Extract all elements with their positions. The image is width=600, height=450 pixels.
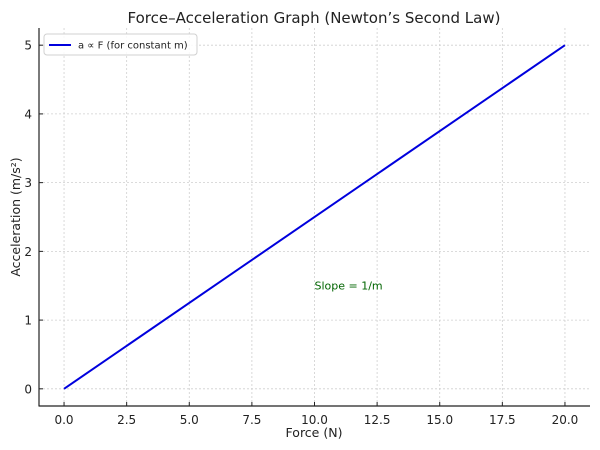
y-tick-label: 2 [24, 245, 32, 259]
x-axis-label: Force (N) [286, 425, 343, 440]
x-tick-label: 17.5 [489, 413, 516, 427]
series-line [63, 44, 566, 390]
x-tick-label: 20.0 [552, 413, 579, 427]
y-tick-label: 1 [24, 314, 32, 328]
y-tick-label: 0 [24, 382, 32, 396]
chart-title: Force–Acceleration Graph (Newton’s Secon… [128, 9, 501, 27]
y-axis-ticks: 0 1 2 3 4 5 [24, 39, 43, 396]
x-tick-label: 12.5 [364, 413, 391, 427]
x-tick-label: 7.5 [242, 413, 261, 427]
x-tick-label: 15.0 [426, 413, 453, 427]
y-tick-label: 5 [24, 39, 32, 53]
x-axis-ticks: 0.0 2.5 5.0 7.5 10.0 12.5 15.0 17.5 20.0 [54, 402, 578, 427]
x-tick-label: 2.5 [117, 413, 136, 427]
x-tick-label: 10.0 [301, 413, 328, 427]
y-tick-label: 4 [24, 107, 32, 121]
y-tick-label: 3 [24, 176, 32, 190]
x-tick-label: 5.0 [180, 413, 199, 427]
x-tick-label: 0.0 [54, 413, 73, 427]
legend: a ∝ F (for constant m) [43, 33, 198, 56]
legend-label: a ∝ F (for constant m) [78, 41, 188, 52]
annotations: Slope = 1/m [315, 280, 383, 293]
legend-box [43, 33, 198, 56]
data-series [63, 44, 566, 390]
y-axis-label: Acceleration (m/s²) [8, 157, 23, 276]
slope-annotation: Slope = 1/m [315, 280, 383, 293]
